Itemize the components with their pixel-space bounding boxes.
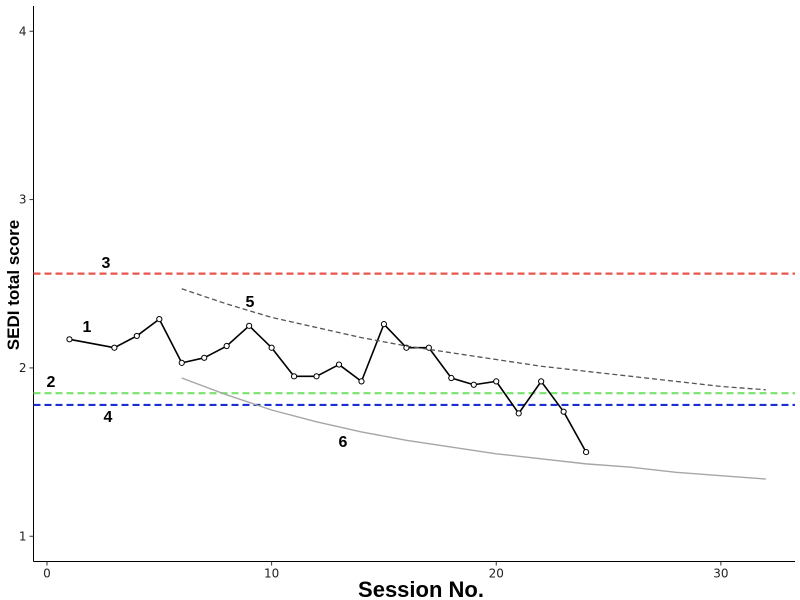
x-tick-label: 20 xyxy=(489,567,504,581)
annotations: 1 5 6 3 2 4 xyxy=(47,255,348,451)
data-point xyxy=(246,322,253,329)
data-point xyxy=(560,408,567,415)
data-point xyxy=(66,336,73,343)
data-point xyxy=(111,344,118,351)
series xyxy=(66,288,766,480)
x-tick-label: 0 xyxy=(43,567,51,581)
data-point xyxy=(335,361,343,368)
annotation-ref-2: 2 xyxy=(47,374,56,391)
data-point xyxy=(582,448,590,456)
series-line-6 xyxy=(181,377,766,480)
annotation-ref-3: 3 xyxy=(102,255,111,272)
data-point xyxy=(133,332,140,340)
series-line-5 xyxy=(181,288,766,391)
annotation-series-6: 6 xyxy=(339,434,348,451)
data-point xyxy=(448,374,455,382)
ticks: 0 10 20 30 1 2 3 4 xyxy=(19,24,729,580)
y-tick-label: 2 xyxy=(19,361,27,375)
y-tick-label: 4 xyxy=(19,24,27,38)
axes xyxy=(33,6,795,562)
data-point xyxy=(515,410,522,417)
data-point xyxy=(156,316,163,323)
data-point xyxy=(313,373,320,380)
y-axis-title: SEDI total score xyxy=(4,220,23,350)
data-point xyxy=(223,342,230,350)
data-point xyxy=(470,381,477,388)
x-tick-label: 30 xyxy=(713,567,728,581)
reference-lines xyxy=(33,272,795,407)
data-point xyxy=(290,373,298,380)
annotation-series-1: 1 xyxy=(83,319,92,336)
x-tick-label: 10 xyxy=(264,567,279,581)
data-point xyxy=(380,321,388,328)
data-point xyxy=(538,378,545,385)
x-axis-title: Session No. xyxy=(358,577,484,600)
data-point xyxy=(358,378,365,385)
data-point xyxy=(201,354,208,361)
annotation-series-5: 5 xyxy=(246,294,255,311)
y-tick-label: 1 xyxy=(19,529,27,543)
annotation-ref-4: 4 xyxy=(104,409,113,426)
data-point xyxy=(268,344,275,351)
y-tick-label: 3 xyxy=(19,193,27,207)
data-point xyxy=(493,378,500,385)
series-line-1 xyxy=(69,318,587,453)
data-point xyxy=(178,359,185,366)
